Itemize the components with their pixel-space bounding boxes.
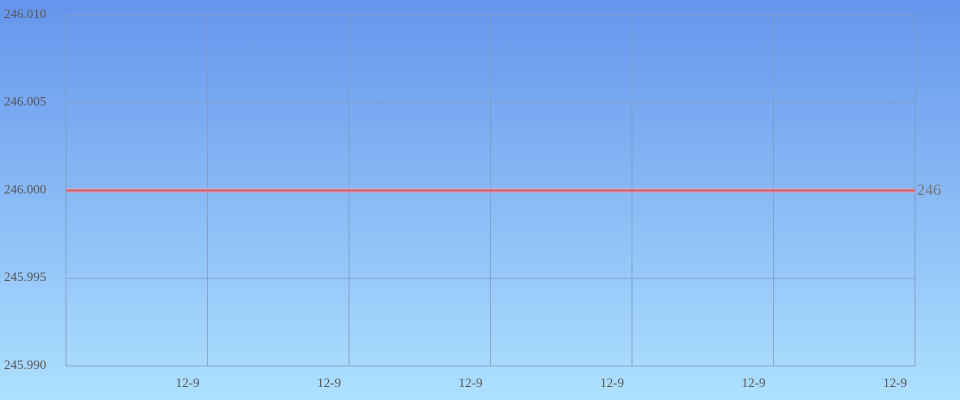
y-tick-label: 246.000 (4, 181, 46, 196)
x-tick-label: 12-9 (459, 375, 483, 390)
x-tick-label: 12-9 (600, 375, 624, 390)
x-tick-label: 12-9 (883, 375, 907, 390)
x-tick-label: 12-9 (176, 375, 200, 390)
y-tick-label: 245.995 (4, 269, 46, 284)
y-tick-label: 246.005 (4, 94, 46, 109)
end-label: 246 (917, 182, 941, 199)
x-tick-label: 12-9 (742, 375, 766, 390)
y-tick-label: 245.990 (4, 357, 46, 372)
y-tick-label: 246.010 (4, 6, 46, 21)
x-tick-label: 12-9 (317, 375, 341, 390)
